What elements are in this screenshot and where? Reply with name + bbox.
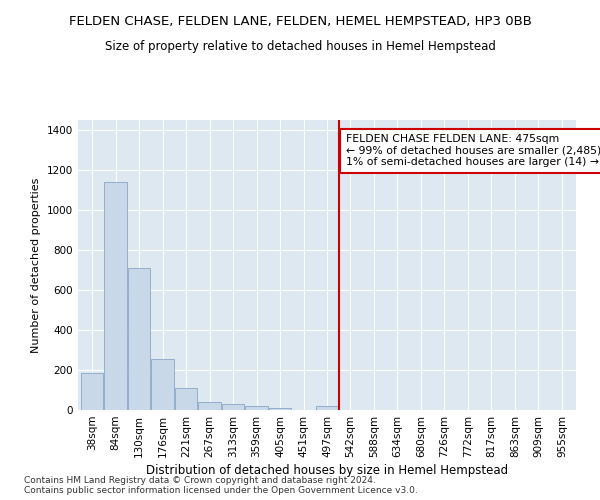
X-axis label: Distribution of detached houses by size in Hemel Hempstead: Distribution of detached houses by size … xyxy=(146,464,508,477)
Text: Contains HM Land Registry data © Crown copyright and database right 2024.
Contai: Contains HM Land Registry data © Crown c… xyxy=(24,476,418,495)
Text: FELDEN CHASE, FELDEN LANE, FELDEN, HEMEL HEMPSTEAD, HP3 0BB: FELDEN CHASE, FELDEN LANE, FELDEN, HEMEL… xyxy=(68,15,532,28)
Bar xyxy=(222,404,244,410)
Bar xyxy=(269,408,291,410)
Bar xyxy=(81,373,103,410)
Bar xyxy=(128,268,150,410)
Bar xyxy=(104,182,127,410)
Bar xyxy=(199,402,221,410)
Y-axis label: Number of detached properties: Number of detached properties xyxy=(31,178,41,352)
Bar xyxy=(175,388,197,410)
Text: FELDEN CHASE FELDEN LANE: 475sqm
← 99% of detached houses are smaller (2,485)
1%: FELDEN CHASE FELDEN LANE: 475sqm ← 99% o… xyxy=(346,134,600,167)
Text: Size of property relative to detached houses in Hemel Hempstead: Size of property relative to detached ho… xyxy=(104,40,496,53)
Bar xyxy=(245,406,268,410)
Bar xyxy=(151,359,174,410)
Bar xyxy=(316,406,338,410)
